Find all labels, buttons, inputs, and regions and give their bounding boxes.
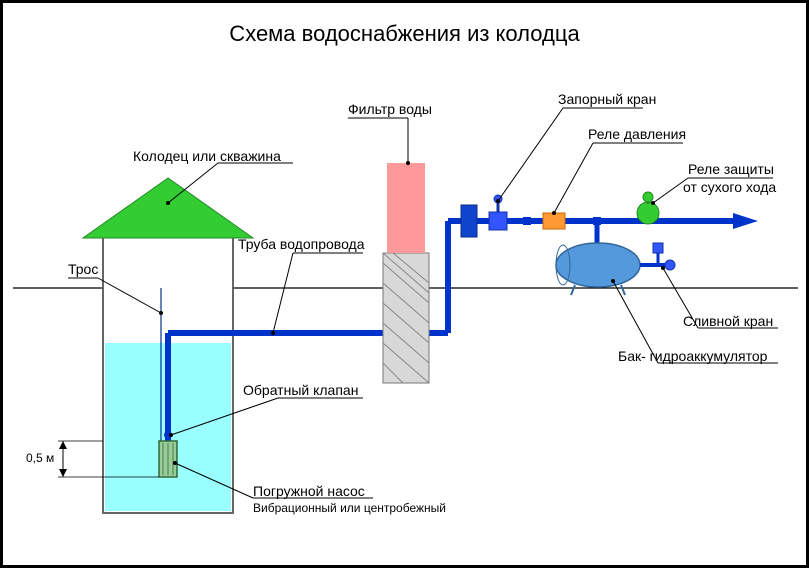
label-pump1: Погружной насос [253, 483, 365, 499]
dryrun-relay [637, 202, 659, 224]
label-accumulator: Бак- гидроаккумулятор [618, 348, 767, 364]
label-dryrun1: Реле защиты [688, 161, 774, 177]
label-filter: Фильтр воды [348, 101, 432, 117]
wall [387, 163, 425, 253]
output-arrow [733, 213, 758, 229]
drain-valve [653, 243, 663, 253]
label-drain: Сливной кран [683, 313, 773, 329]
label-pump2: Вибрационный или центробежный [253, 501, 446, 515]
leader-pipe [273, 253, 293, 333]
diagram-title: Схема водоснабжения из колодца [229, 21, 579, 47]
shutoff-valve [489, 212, 507, 230]
label-shutoff: Запорный кран [558, 91, 656, 107]
filter-body [461, 205, 477, 237]
accumulator [556, 243, 640, 287]
label-cable: Трос [68, 261, 98, 277]
diagram-svg [3, 3, 809, 571]
label-dryrun2: от сухого хода [683, 179, 776, 195]
leader-pressure [554, 143, 593, 213]
label-pressure-relay: Реле давления [588, 126, 686, 142]
well-roof [83, 178, 253, 238]
label-pipe: Труба водопровода [238, 236, 365, 252]
label-depth: 0,5 м [26, 451, 54, 465]
pressure-relay [543, 213, 565, 229]
label-well: Колодец или скважина [133, 148, 281, 164]
leader-shutoff [498, 108, 563, 201]
label-checkvalve: Обратный клапан [243, 382, 358, 398]
